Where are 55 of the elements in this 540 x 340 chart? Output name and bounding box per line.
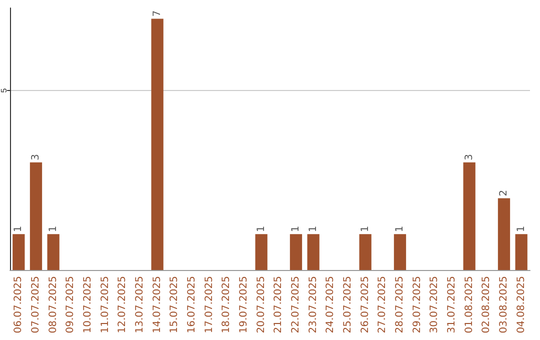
x-tick-label: 14.07.2025 (152, 276, 163, 334)
data-label: 3 (464, 154, 475, 160)
bar (30, 162, 42, 270)
x-tick-label: 11.07.2025 (100, 276, 111, 334)
x-tick-label: 22.07.2025 (290, 276, 302, 334)
data-label: 1 (516, 226, 527, 232)
x-tick-label: 02.08.2025 (481, 276, 492, 334)
x-tick-label: 07.07.2025 (30, 276, 42, 334)
data-label: 7 (152, 10, 163, 17)
x-tick-label: 06.07.2025 (13, 276, 24, 334)
data-label: 2 (498, 190, 510, 196)
bar (463, 162, 476, 270)
bar (515, 234, 528, 270)
x-tick-label: 04.08.2025 (516, 276, 527, 334)
x-tick-label: 24.07.2025 (325, 276, 336, 334)
y-tick-label: 5 (0, 88, 8, 93)
x-tick-label: 17.07.2025 (204, 276, 215, 334)
x-tick-label: 27.07.2025 (377, 276, 388, 334)
x-tick-label: 28.07.2025 (394, 276, 406, 334)
x-tick-label: 01.08.2025 (464, 276, 475, 334)
x-tick-label: 15.07.2025 (169, 276, 180, 334)
bar (290, 234, 302, 270)
bar (394, 234, 406, 270)
data-label: 1 (394, 226, 406, 232)
x-tick-label: 26.07.2025 (360, 276, 371, 334)
x-tick-label: 08.07.2025 (48, 276, 59, 334)
x-tick-label: 12.07.2025 (117, 276, 128, 334)
data-label: 3 (30, 154, 42, 160)
data-label: 1 (13, 226, 24, 232)
x-tick-label: 30.07.2025 (429, 276, 440, 334)
bar (47, 234, 60, 270)
bar (12, 234, 25, 270)
x-tick-label: 23.07.2025 (308, 276, 319, 334)
data-label: 1 (360, 226, 371, 232)
x-tick-label: 20.07.2025 (256, 276, 267, 334)
x-tick-label: 09.07.2025 (65, 276, 76, 334)
x-tick-label: 29.07.2025 (412, 276, 423, 334)
bar (151, 18, 164, 270)
x-tick-label: 18.07.2025 (221, 276, 232, 334)
data-label: 1 (48, 226, 59, 232)
x-tick-label: 16.07.2025 (186, 276, 198, 334)
x-tick-label: 10.07.2025 (82, 276, 94, 334)
x-tick-label: 03.08.2025 (498, 276, 510, 334)
x-tick-label: 19.07.2025 (238, 276, 250, 334)
data-label: 1 (290, 226, 302, 232)
data-label: 1 (256, 226, 267, 232)
x-tick-label: 31.07.2025 (446, 276, 458, 334)
bar (498, 198, 510, 270)
bar (307, 234, 320, 270)
bar (255, 234, 268, 270)
bar (359, 234, 372, 270)
x-tick-label: 13.07.2025 (134, 276, 146, 334)
data-label: 1 (308, 226, 319, 232)
x-tick-label: 21.07.2025 (273, 276, 284, 334)
x-tick-label: 25.07.2025 (342, 276, 354, 334)
